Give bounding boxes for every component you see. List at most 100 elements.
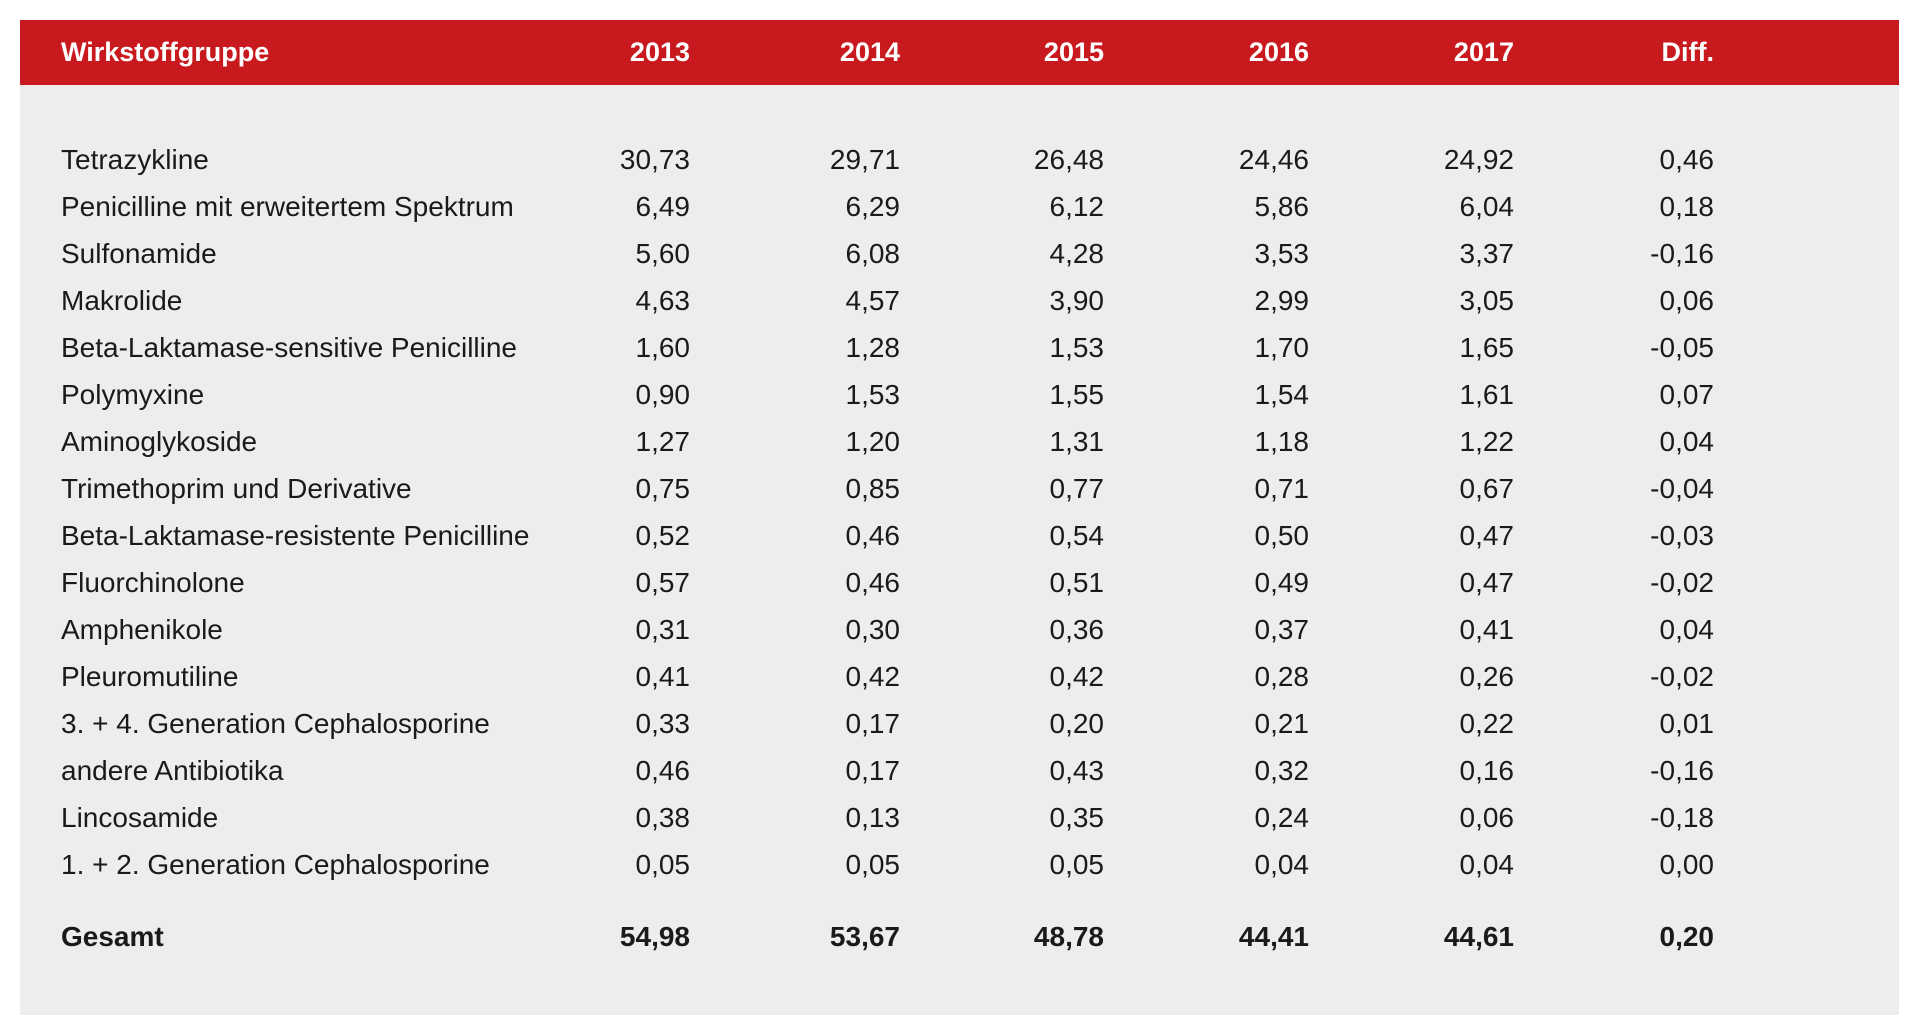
row-value-2013: 1,27 [635, 426, 691, 457]
header-year-2017: 2017 [1453, 37, 1514, 67]
row-value-2014: 0,46 [845, 567, 901, 598]
row-value-2013: 1,60 [635, 332, 691, 363]
row-value-2015: 0,54 [1049, 520, 1105, 551]
total-label: Gesamt [61, 921, 164, 952]
row-value-2015: 1,31 [1049, 426, 1105, 457]
row-value-2014: 0,17 [845, 708, 901, 739]
row-name: Lincosamide [61, 802, 219, 833]
row-value-2016: 0,24 [1254, 802, 1310, 833]
row-value-2013: 30,73 [619, 144, 690, 175]
row-value-2013: 0,90 [635, 379, 691, 410]
table-row: Lincosamide 0,38 0,13 0,35 0,24 0,06 -0,… [20, 794, 1899, 841]
row-value-2013: 0,33 [635, 708, 691, 739]
row-value-2015: 0,36 [1049, 614, 1105, 645]
table-row: 1. + 2. Generation Cephalosporine 0,05 0… [20, 841, 1899, 888]
row-value-2015: 0,35 [1049, 802, 1105, 833]
row-value-2014: 0,17 [845, 755, 901, 786]
row-value-2014: 4,57 [845, 285, 901, 316]
row-name: Polymyxine [61, 379, 205, 410]
row-value-2013: 0,75 [635, 473, 691, 504]
table-row: Trimethoprim und Derivative 0,75 0,85 0,… [20, 465, 1899, 512]
row-value-2014: 1,28 [845, 332, 901, 363]
row-diff: 0,18 [1659, 191, 1715, 222]
row-value-2015: 4,28 [1049, 238, 1105, 269]
row-diff: 0,04 [1659, 614, 1715, 645]
row-value-2015: 3,90 [1049, 285, 1105, 316]
row-value-2015: 26,48 [1033, 144, 1104, 175]
row-value-2013: 4,63 [635, 285, 691, 316]
row-value-2014: 1,20 [845, 426, 901, 457]
row-value-2015: 0,43 [1049, 755, 1105, 786]
row-name: Trimethoprim und Derivative [61, 473, 412, 504]
row-value-2013: 0,52 [635, 520, 691, 551]
row-value-2015: 6,12 [1049, 191, 1105, 222]
row-value-2016: 0,71 [1254, 473, 1310, 504]
row-name: Amphenikole [61, 614, 223, 645]
row-value-2016: 0,21 [1254, 708, 1310, 739]
row-diff: 0,07 [1659, 379, 1715, 410]
row-value-2013: 0,31 [635, 614, 691, 645]
header-diff: Diff. [1661, 37, 1714, 67]
row-name: Aminoglykoside [61, 426, 258, 457]
row-value-2017: 6,04 [1459, 191, 1515, 222]
table-row: Sulfonamide 5,60 6,08 4,28 3,53 3,37 -0,… [20, 230, 1899, 277]
row-diff: -0,16 [1650, 238, 1714, 269]
table-row: Beta-Laktamase-resistente Penicilline 0,… [20, 512, 1899, 559]
header-year-2016: 2016 [1248, 37, 1309, 67]
row-value-2013: 0,05 [635, 849, 691, 880]
row-value-2013: 0,41 [635, 661, 691, 692]
total-value-2016: 44,41 [1238, 921, 1309, 952]
row-value-2014: 0,85 [845, 473, 901, 504]
row-diff: -0,02 [1650, 567, 1714, 598]
row-value-2017: 1,22 [1459, 426, 1515, 457]
row-value-2017: 0,16 [1459, 755, 1515, 786]
row-value-2015: 1,53 [1049, 332, 1105, 363]
row-value-2017: 3,05 [1459, 285, 1515, 316]
row-value-2017: 0,04 [1459, 849, 1515, 880]
row-value-2015: 0,05 [1049, 849, 1105, 880]
table-row: Beta-Laktamase-sensitive Penicilline 1,6… [20, 324, 1899, 371]
total-value-2014: 53,67 [829, 921, 900, 952]
row-value-2016: 1,54 [1254, 379, 1310, 410]
row-diff: 0,01 [1659, 708, 1715, 739]
row-value-2016: 0,28 [1254, 661, 1310, 692]
row-value-2013: 0,46 [635, 755, 691, 786]
row-diff: 0,46 [1659, 144, 1715, 175]
row-value-2017: 0,06 [1459, 802, 1515, 833]
row-value-2017: 0,41 [1459, 614, 1515, 645]
table-row: Penicilline mit erweitertem Spektrum 6,4… [20, 183, 1899, 230]
row-value-2017: 0,47 [1459, 567, 1515, 598]
row-value-2014: 0,05 [845, 849, 901, 880]
total-row: Gesamt 54,98 53,67 48,78 44,41 44,61 0,2… [20, 913, 1899, 960]
row-value-2013: 0,38 [635, 802, 691, 833]
row-value-2014: 0,30 [845, 614, 901, 645]
table-row: 3. + 4. Generation Cephalosporine 0,33 0… [20, 700, 1899, 747]
total-diff: 0,20 [1659, 921, 1715, 952]
row-value-2016: 2,99 [1254, 285, 1310, 316]
row-value-2017: 3,37 [1459, 238, 1515, 269]
row-name: Tetrazykline [61, 144, 209, 175]
row-name: 3. + 4. Generation Cephalosporine [61, 708, 490, 739]
table-row: Amphenikole 0,31 0,30 0,36 0,37 0,41 0,0… [20, 606, 1899, 653]
row-name: Penicilline mit erweitertem Spektrum [61, 191, 514, 222]
row-diff: 0,00 [1659, 849, 1715, 880]
row-value-2014: 29,71 [829, 144, 900, 175]
row-value-2016: 0,49 [1254, 567, 1310, 598]
row-value-2016: 0,04 [1254, 849, 1310, 880]
row-value-2014: 6,29 [845, 191, 901, 222]
row-value-2013: 5,60 [635, 238, 691, 269]
row-name: andere Antibiotika [61, 755, 284, 786]
row-value-2014: 0,42 [845, 661, 901, 692]
total-value-2015: 48,78 [1033, 921, 1104, 952]
row-diff: -0,02 [1650, 661, 1714, 692]
table-row: Fluorchinolone 0,57 0,46 0,51 0,49 0,47 … [20, 559, 1899, 606]
row-value-2017: 0,47 [1459, 520, 1515, 551]
table-row: andere Antibiotika 0,46 0,17 0,43 0,32 0… [20, 747, 1899, 794]
table-row: Pleuromutiline 0,41 0,42 0,42 0,28 0,26 … [20, 653, 1899, 700]
row-name: Fluorchinolone [61, 567, 245, 598]
row-value-2016: 5,86 [1254, 191, 1310, 222]
row-name: 1. + 2. Generation Cephalosporine [61, 849, 490, 880]
table-row: Aminoglykoside 1,27 1,20 1,31 1,18 1,22 … [20, 418, 1899, 465]
header-year-2014: 2014 [839, 37, 900, 67]
row-value-2017: 1,61 [1459, 379, 1515, 410]
